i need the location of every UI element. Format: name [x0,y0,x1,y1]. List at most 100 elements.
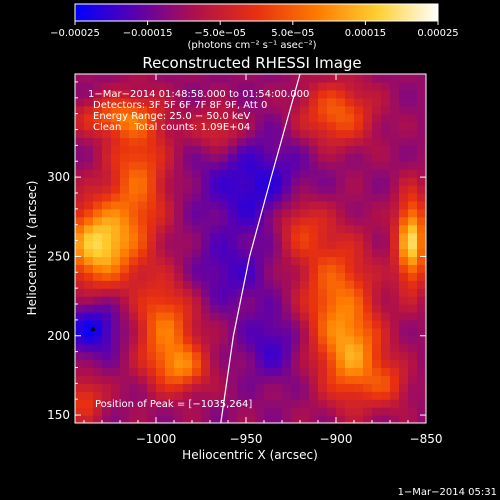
heatmap-cell [363,208,373,218]
heatmap-cell [201,383,211,392]
heatmap-cell [120,129,130,139]
heatmap-cell [75,407,85,416]
heatmap-cell [147,121,157,131]
heatmap-cell [309,280,319,289]
heatmap-cell [408,161,418,170]
heatmap-cell [417,304,426,313]
heatmap-cell [138,192,148,202]
heatmap-cell [291,208,301,218]
heatmap-cell [408,383,418,392]
heatmap-cell [327,407,337,416]
heatmap-cell [120,359,130,369]
heatmap-cell [354,232,364,242]
info-energy-range: Energy Range: 25.0 − 50.0 keV [93,111,250,122]
heatmap-cell [147,319,157,329]
heatmap-cell [93,129,103,139]
heatmap-cell [336,153,346,162]
heatmap-cell [300,232,310,242]
heatmap-cell [291,383,301,392]
heatmap-cell [138,145,148,154]
heatmap-cell [237,129,247,139]
heatmap-cell [192,137,202,146]
heatmap-cell [300,311,310,321]
heatmap-cell [237,121,247,131]
heatmap-cell [219,192,229,202]
heatmap-cell [354,343,364,353]
heatmap-cell [111,311,121,321]
heatmap-cell [237,177,247,186]
heatmap-cell [372,216,382,226]
heatmap-cell [237,224,247,234]
heatmap-cell [318,240,328,250]
heatmap-cell [327,296,337,305]
heatmap-cell [282,351,292,361]
heatmap-cell [318,367,328,377]
heatmap-cell [120,177,130,186]
heatmap-cell [147,296,157,305]
heatmap-cell [282,327,292,337]
heatmap-cell [300,415,310,423]
heatmap-cell [399,367,409,377]
heatmap-cell [183,264,193,273]
info-text-block: 1−Mar−2014 01:48:58.000 to 01:54:00.000 … [88,89,309,133]
heatmap-cell [390,169,400,178]
heatmap-cell [345,177,355,186]
heatmap-cell [381,232,391,242]
heatmap-cell [129,304,139,313]
heatmap-cell [345,145,355,154]
heatmap-cell [363,113,373,123]
heatmap-cell [156,391,166,400]
heatmap-cell [246,113,256,123]
heatmap-cell [84,232,94,242]
heatmap-cell [102,375,112,384]
heatmap-cell [156,319,166,329]
heatmap-cell [111,391,121,400]
heatmap-cell [165,74,175,83]
heatmap-cell [318,177,328,186]
heatmap-cell [192,145,202,154]
heatmap-cell [255,367,265,377]
heatmap-cell [417,153,426,162]
heatmap-cell [237,200,247,210]
heatmap-cell [228,121,238,131]
heatmap-cell [246,240,256,250]
heatmap-cell [165,137,175,146]
x-tick-label: −950 [230,432,263,446]
heatmap-cell [372,208,382,218]
heatmap-cell [300,280,310,289]
heatmap-cell [210,169,220,178]
heatmap-cell [156,311,166,321]
heatmap-cell [246,105,256,115]
heatmap-cell [390,311,400,321]
heatmap-cell [318,192,328,202]
heatmap-cell [345,319,355,329]
heatmap-cell [399,89,409,99]
heatmap-cell [93,256,103,265]
heatmap-cell [282,89,292,99]
heatmap-cell [336,200,346,210]
heatmap-cell [84,153,94,162]
heatmap-cell [291,185,301,194]
heatmap-cell [201,200,211,210]
heatmap-cell [372,121,382,131]
heatmap-cell [219,161,229,170]
heatmap-cell [318,256,328,265]
heatmap-cell [147,343,157,353]
heatmap-cell [255,97,265,107]
heatmap-cell [255,272,265,281]
heatmap-cell [192,280,202,289]
heatmap-cell [318,185,328,194]
heatmap-cell [345,129,355,139]
heatmap-cell [165,272,175,281]
heatmap-cell [345,272,355,281]
heatmap-cell [282,185,292,194]
heatmap-cell [381,415,391,423]
heatmap-cell [210,367,220,377]
heatmap-cell [327,208,337,218]
heatmap-cell [174,343,184,353]
heatmap-cell [354,153,364,162]
heatmap-cell [192,185,202,194]
heatmap-cell [102,367,112,377]
heatmap-cell [129,97,139,107]
heatmap-cell [372,304,382,313]
